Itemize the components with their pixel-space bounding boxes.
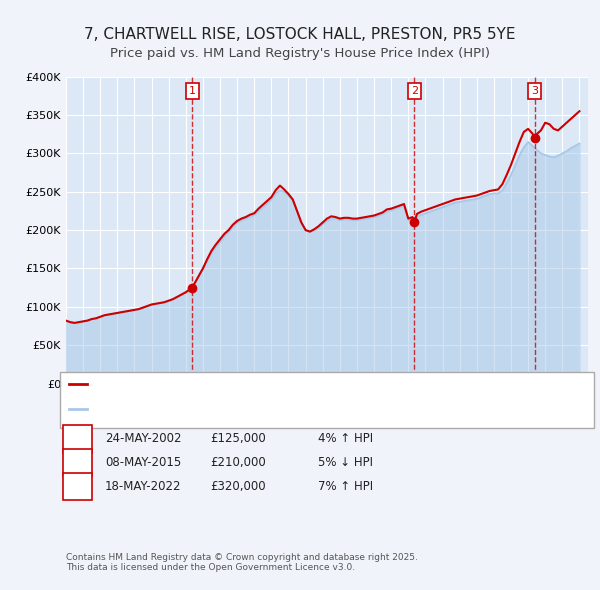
Text: £125,000: £125,000 bbox=[210, 432, 266, 445]
Text: Price paid vs. HM Land Registry's House Price Index (HPI): Price paid vs. HM Land Registry's House … bbox=[110, 47, 490, 60]
Text: 3: 3 bbox=[531, 86, 538, 96]
Text: 24-MAY-2002: 24-MAY-2002 bbox=[105, 432, 182, 445]
Text: 7, CHARTWELL RISE, LOSTOCK HALL, PRESTON, PR5 5YE (detached house): 7, CHARTWELL RISE, LOSTOCK HALL, PRESTON… bbox=[90, 388, 478, 398]
Text: £320,000: £320,000 bbox=[210, 480, 266, 493]
Text: 3: 3 bbox=[74, 481, 81, 491]
Text: £210,000: £210,000 bbox=[210, 456, 266, 469]
Text: HPI: Average price, detached house, South Ribble: HPI: Average price, detached house, Sout… bbox=[90, 412, 349, 422]
Text: 1: 1 bbox=[74, 434, 81, 444]
Text: 18-MAY-2022: 18-MAY-2022 bbox=[105, 480, 182, 493]
Text: 7, CHARTWELL RISE, LOSTOCK HALL, PRESTON, PR5 5YE: 7, CHARTWELL RISE, LOSTOCK HALL, PRESTON… bbox=[84, 27, 516, 41]
Text: 4% ↑ HPI: 4% ↑ HPI bbox=[318, 432, 373, 445]
Text: 08-MAY-2015: 08-MAY-2015 bbox=[105, 456, 181, 469]
Text: 7% ↑ HPI: 7% ↑ HPI bbox=[318, 480, 373, 493]
Text: 5% ↓ HPI: 5% ↓ HPI bbox=[318, 456, 373, 469]
Text: 1: 1 bbox=[189, 86, 196, 96]
Text: 2: 2 bbox=[411, 86, 418, 96]
Text: 2: 2 bbox=[74, 458, 81, 467]
Text: Contains HM Land Registry data © Crown copyright and database right 2025.
This d: Contains HM Land Registry data © Crown c… bbox=[66, 553, 418, 572]
